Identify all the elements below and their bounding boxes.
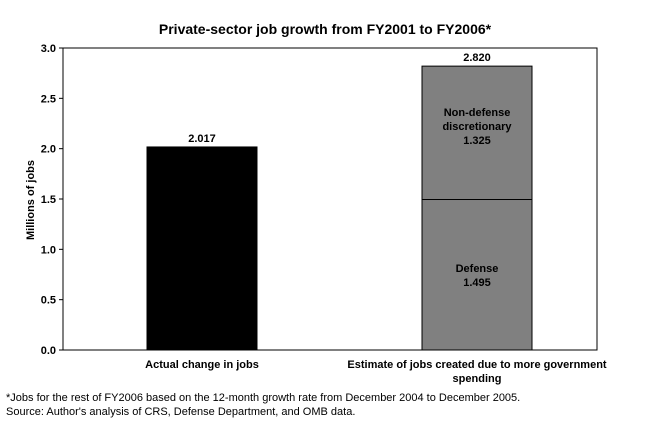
y-tick-label: 1.5 xyxy=(41,194,56,206)
plot-area: 0.0 0.5 1.0 1.5 2.0 2.5 3.0 Defense 1.495 Non-def… xyxy=(41,43,607,385)
footnote-note: *Jobs for the rest of FY2006 based on th… xyxy=(6,392,520,404)
bar-defense xyxy=(421,199,533,351)
footnote-source: Source: Author's analysis of CRS, Defens… xyxy=(6,406,355,418)
bar-actual-change-in-jobs xyxy=(146,146,258,351)
y-tick-label: 1.0 xyxy=(41,244,56,256)
total-label: 2.017 xyxy=(188,133,216,145)
y-axis-label: Millions of jobs xyxy=(25,160,37,240)
segment-label-defense: Defense xyxy=(456,263,499,275)
y-tick-label: 0.0 xyxy=(41,345,56,357)
footnotes: *Jobs for the rest of FY2006 based on th… xyxy=(6,392,520,418)
chart-title: Private-sector job growth from FY2001 to… xyxy=(159,21,492,37)
y-tick-label: 0.5 xyxy=(41,295,56,307)
segment-value-defense: 1.495 xyxy=(463,277,491,289)
category-label-line2: spending xyxy=(453,373,502,385)
y-tick-label: 2.5 xyxy=(41,93,56,105)
segment-label-nondefense-line2: discretionary xyxy=(442,121,512,133)
segment-label-nondefense-line1: Non-defense xyxy=(444,107,511,119)
y-tick-label: 3.0 xyxy=(41,43,56,55)
y-tick-label: 2.0 xyxy=(41,144,56,156)
segment-value-nondefense: 1.325 xyxy=(463,135,491,147)
total-label: 2.820 xyxy=(463,52,491,64)
category-label-line1: Estimate of jobs created due to more gov… xyxy=(347,359,607,371)
bar-non-defense-discretionary xyxy=(421,65,533,201)
category-label: Actual change in jobs xyxy=(145,359,259,371)
